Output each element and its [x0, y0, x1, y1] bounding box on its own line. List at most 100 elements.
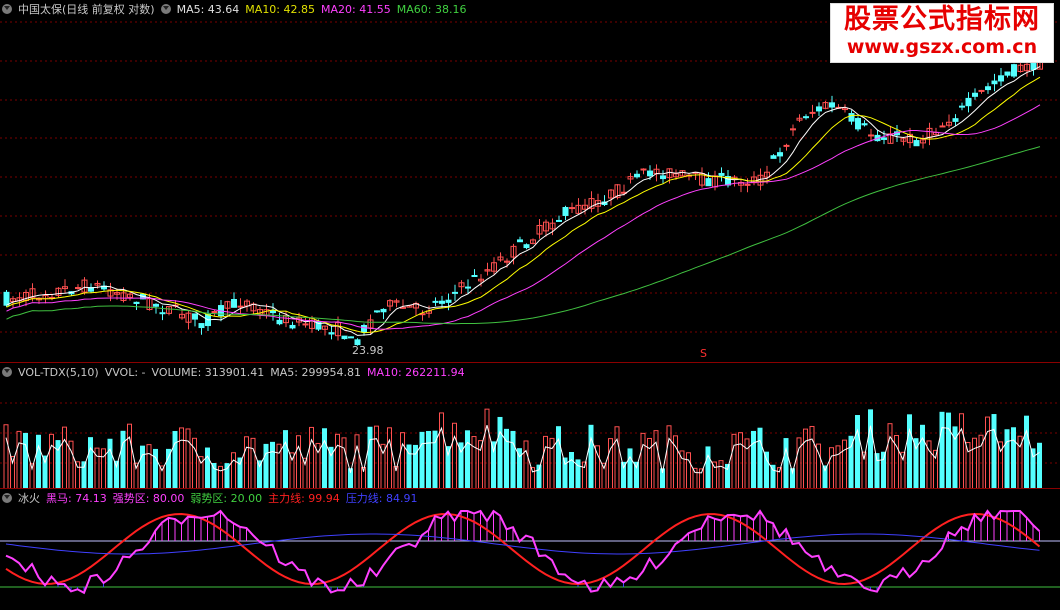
candle-body: [445, 299, 452, 303]
volume-bar: [1024, 415, 1029, 489]
volume-bar: [744, 438, 750, 489]
ma20-line: [6, 104, 1041, 330]
candle-body: [452, 291, 458, 294]
volume-bar: [335, 433, 340, 489]
candle-body: [978, 89, 985, 92]
candle-body: [458, 282, 465, 288]
price-chart-canvas[interactable]: [0, 0, 1060, 362]
candle-body: [627, 176, 634, 180]
dropdown-circle-icon[interactable]: [2, 4, 12, 14]
volume-bar: [309, 426, 314, 489]
volume-bar: [205, 447, 210, 489]
volume-bar: [569, 452, 574, 489]
candle-body: [393, 300, 400, 303]
volume-chart-canvas[interactable]: [0, 363, 1060, 489]
volume-bar: [192, 437, 197, 489]
volume-bar: [237, 457, 243, 489]
candle-body: [1024, 63, 1030, 72]
volume-bar: [575, 459, 581, 489]
volume-bar: [296, 435, 301, 489]
volume-bar: [595, 445, 600, 489]
candle-body: [991, 80, 998, 85]
volume-bar: [686, 452, 691, 489]
volume-bar: [751, 430, 756, 489]
candle-body: [504, 260, 510, 263]
volume-header: VOL-TDX(5,10) VVOL: - VOLUME: 313901.41 MA5…: [2, 365, 471, 381]
indicator-dropdown-icon[interactable]: [2, 493, 12, 503]
indicator-header: 冰火 黑马: 74.13 强势区: 80.00 弱势区: 20.00 主力线: 99.9…: [2, 491, 424, 507]
volume-bar: [159, 465, 165, 489]
volume-bar: [939, 411, 945, 489]
candle-body: [198, 323, 205, 329]
volume-bar: [179, 427, 184, 489]
candle-body: [224, 301, 231, 309]
candle-body: [322, 325, 328, 330]
volume-bar: [302, 457, 308, 489]
candle-body: [10, 298, 16, 302]
vvol-value: VVOL: -: [104, 366, 146, 379]
yali-line: [5, 533, 1040, 555]
volume-pane[interactable]: VOL-TDX(5,10) VVOL: - VOLUME: 313901.41 MA5…: [0, 362, 1060, 489]
candle-body: [55, 287, 62, 296]
volume-bar: [770, 464, 776, 489]
volume-bar: [790, 468, 795, 489]
candle-body: [718, 172, 725, 176]
volume-dropdown-icon[interactable]: [2, 367, 12, 377]
settings-circle-icon[interactable]: [160, 4, 171, 14]
candle-body: [354, 339, 361, 346]
candle-body: [491, 262, 497, 272]
price-chart-pane[interactable]: 中国太保(日线 前复权 对数) MA5: 43.64 MA10: 42.85 MA20…: [0, 0, 1060, 362]
volume-bar: [887, 423, 893, 489]
volume-bar: [127, 423, 132, 489]
volume-bar: [614, 426, 620, 489]
candle-body: [822, 102, 829, 109]
candle-body: [94, 282, 101, 286]
bingh-indicator-pane[interactable]: 冰火 黑马: 74.13 强势区: 80.00 弱势区: 20.00 主力线: 99.9…: [0, 488, 1060, 610]
candle-body: [582, 204, 588, 210]
volume-bar: [731, 433, 737, 489]
heima-value: 黑马: 74.13: [46, 492, 107, 505]
volume-bar: [699, 468, 704, 489]
candle-body: [231, 299, 237, 308]
candle-body: [166, 306, 172, 314]
candle-body: [848, 113, 855, 122]
volume-bar: [1011, 427, 1016, 489]
volume-bar: [660, 468, 665, 489]
stock-title: 中国太保(日线 前复权 对数): [18, 3, 155, 16]
candle-body: [868, 134, 874, 137]
volume-bar: [68, 440, 74, 489]
volume-indicator-name: VOL-TDX(5,10): [18, 366, 99, 379]
volume-bar: [965, 442, 971, 489]
candle-body: [289, 324, 296, 329]
volume-bar: [952, 426, 958, 489]
candle-body: [211, 311, 218, 314]
heima-line: [5, 509, 1041, 595]
volume-bar: [55, 440, 61, 489]
volume-bar: [49, 433, 54, 489]
candle-body: [575, 204, 582, 214]
volume-bar: [406, 444, 412, 489]
volume-bar: [855, 415, 860, 489]
candle-body: [907, 133, 913, 144]
volume-bar: [419, 431, 425, 489]
candle-body: [283, 314, 289, 324]
volume-bar: [777, 467, 782, 489]
ma5-value: MA5: 43.64: [176, 3, 240, 16]
volume-bar: [354, 434, 360, 489]
qiangshi-value: 强势区: 80.00: [112, 492, 185, 505]
volume-bar: [107, 438, 113, 489]
volume-bar: [153, 448, 158, 489]
indicator-chart-canvas[interactable]: [0, 489, 1060, 610]
candle-body: [809, 111, 816, 114]
volume-bar: [783, 438, 789, 489]
volume-bar: [101, 448, 106, 489]
candle-body: [328, 332, 335, 335]
volume-bar: [556, 426, 561, 489]
volume-ma5-line: [5, 424, 1040, 475]
candle-body: [881, 137, 887, 140]
volume-bar: [497, 416, 503, 489]
volume-bar: [263, 443, 269, 489]
candle-body: [114, 292, 120, 295]
volume-bar: [523, 440, 529, 489]
volume-bar: [81, 461, 87, 489]
